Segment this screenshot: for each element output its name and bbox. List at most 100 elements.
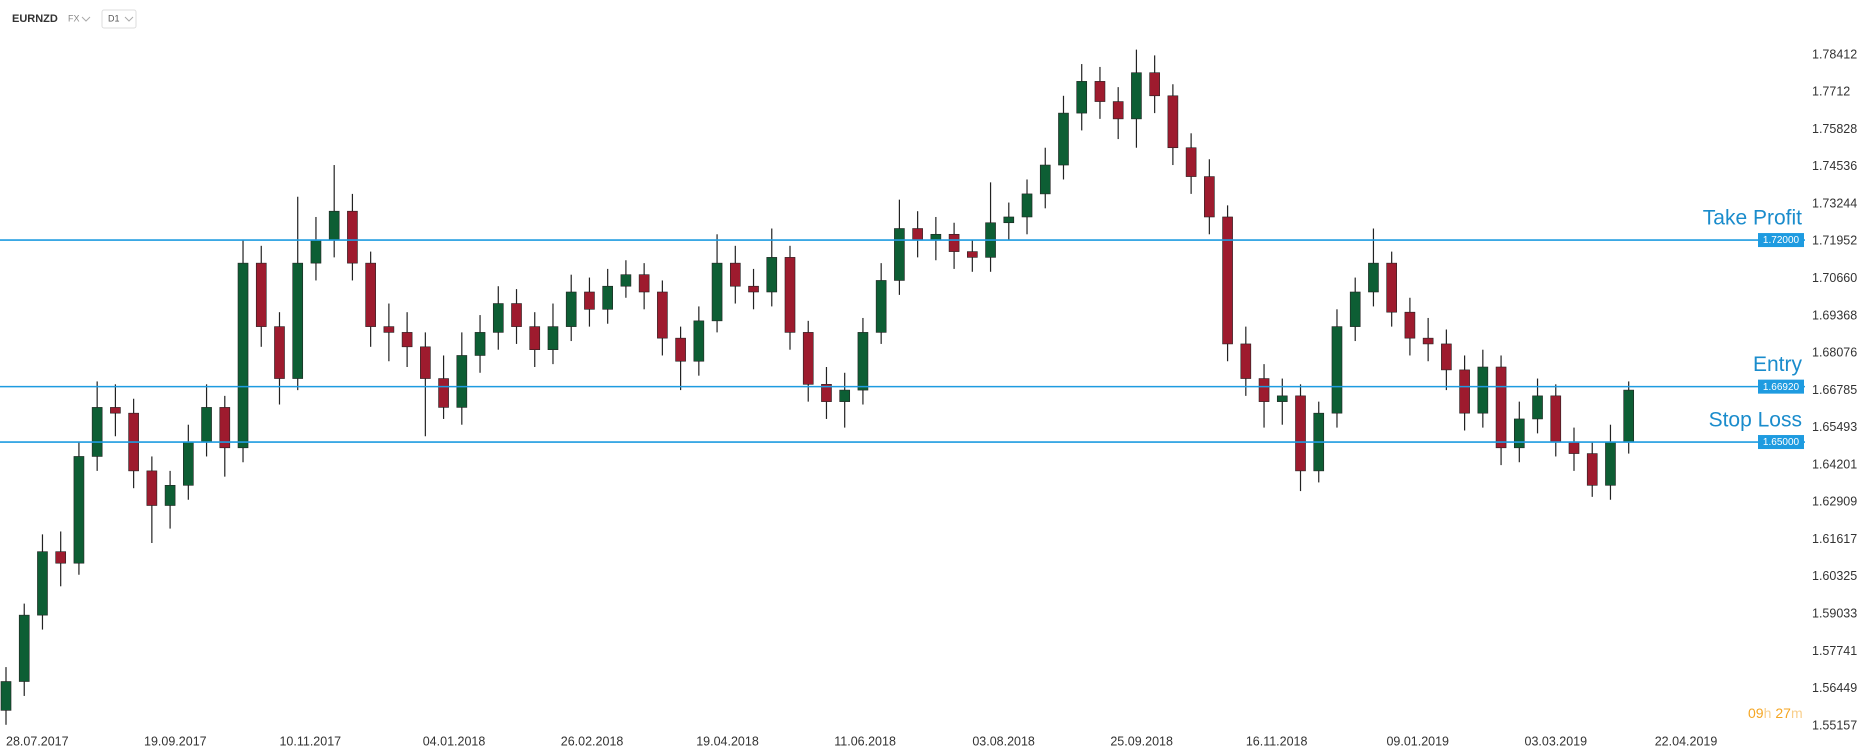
y-tick-label: 1.62909 — [1812, 495, 1857, 509]
y-tick-label: 1.75828 — [1812, 122, 1857, 136]
level-name: Take Profit — [1703, 207, 1802, 230]
candle-body — [1131, 72, 1142, 120]
x-tick-label: 28.07.2017 — [6, 734, 69, 748]
y-tick-label: 1.68076 — [1812, 346, 1857, 360]
candle-body — [1295, 395, 1306, 472]
candle-body — [1586, 453, 1598, 486]
candle-body — [420, 346, 431, 379]
countdown-hours: 09 — [1748, 705, 1764, 721]
y-tick-label: 1.74536 — [1812, 159, 1857, 173]
candle-body — [802, 332, 814, 385]
countdown-unit: m — [1791, 705, 1803, 721]
candle-body — [1185, 147, 1197, 177]
candle-body — [1386, 262, 1397, 313]
y-tick-label: 1.71952 — [1812, 234, 1857, 248]
candle-body — [1094, 81, 1106, 102]
level-tag — [1758, 379, 1804, 394]
x-tick-label: 03.03.2019 — [1525, 734, 1588, 748]
x-tick-label: 22.04.2019 — [1655, 734, 1718, 748]
candle-body — [967, 251, 978, 258]
candle-body — [875, 280, 887, 333]
candle-body — [183, 441, 194, 486]
candle-body — [237, 262, 249, 449]
candle-body — [693, 320, 705, 362]
candle-body — [73, 456, 85, 564]
candle-body — [1167, 95, 1179, 149]
candle-body — [602, 285, 613, 310]
candle-body — [1422, 337, 1434, 345]
candle-body — [328, 210, 340, 241]
candle-body — [784, 257, 796, 333]
x-tick-label: 19.09.2017 — [144, 734, 207, 748]
market[interactable]: FX — [68, 13, 80, 23]
candle-body — [365, 262, 376, 327]
y-tick-label: 1.56449 — [1812, 681, 1857, 695]
candle-body — [310, 239, 322, 264]
candle-body — [1623, 389, 1635, 443]
y-tick-label: 1.7712 — [1812, 85, 1850, 99]
x-tick-label: 11.06.2018 — [834, 734, 896, 748]
candle-body — [1331, 326, 1343, 414]
candle-body — [474, 332, 486, 356]
candle-body — [748, 285, 759, 293]
candle-body — [1258, 378, 1270, 402]
x-tick-label: 25.09.2018 — [1110, 734, 1173, 748]
candle-body — [729, 262, 741, 287]
timeframe-box[interactable] — [101, 9, 137, 29]
candle-body — [110, 407, 121, 414]
candle-body — [1532, 395, 1543, 420]
candle-body — [401, 332, 413, 348]
candle-body — [547, 326, 559, 350]
candle-body — [930, 233, 942, 241]
candle-body — [1404, 311, 1416, 339]
candle-body — [1568, 441, 1580, 454]
x-tick-label: 10.11.2017 — [279, 734, 341, 748]
candle-body — [529, 326, 541, 350]
candle-body — [711, 262, 723, 322]
dropdown-arrow — [124, 16, 134, 22]
candle-body — [1276, 395, 1288, 402]
candle-body — [1204, 176, 1215, 218]
candle-body — [0, 681, 12, 711]
candle-body — [255, 262, 267, 327]
candle-body — [948, 233, 960, 252]
y-tick-label: 1.73244 — [1812, 196, 1857, 210]
y-tick-label: 1.78412 — [1812, 47, 1857, 61]
candle-body — [219, 407, 231, 449]
candle-body — [1368, 262, 1379, 293]
candle-body — [912, 228, 923, 241]
candle-body — [1605, 441, 1616, 486]
level-value: 1.72000 — [1763, 235, 1800, 246]
candle-body — [1477, 366, 1489, 414]
candle-body — [1349, 291, 1361, 327]
level-name: Entry — [1753, 353, 1803, 376]
candle-body — [1021, 193, 1033, 218]
candle-body — [1076, 81, 1088, 114]
candle-body — [274, 326, 285, 379]
candle-body — [347, 210, 358, 264]
y-tick-label: 1.59033 — [1812, 606, 1857, 620]
candle-body — [620, 274, 632, 287]
level-value: 1.65000 — [1763, 437, 1800, 448]
candle-body — [456, 355, 468, 408]
timeframe: D1 — [108, 13, 120, 23]
candle-body — [766, 257, 778, 293]
level-value: 1.66920 — [1763, 382, 1800, 393]
candle-body — [1441, 343, 1452, 371]
countdown: 09h 27m — [1748, 705, 1803, 721]
y-tick-label: 1.55157 — [1812, 718, 1857, 732]
x-tick-label: 04.01.2018 — [423, 734, 486, 748]
countdown-unit: h — [1764, 705, 1772, 721]
candle-body — [37, 551, 48, 616]
candle-body — [55, 551, 67, 564]
candle-body — [565, 291, 577, 327]
candle-body — [492, 303, 504, 333]
candle-body — [1495, 366, 1507, 449]
candle-body — [1149, 72, 1160, 97]
y-tick-label: 1.65493 — [1812, 420, 1857, 434]
y-tick-label: 1.64201 — [1812, 457, 1857, 471]
candle-body — [1112, 101, 1124, 120]
candle-body — [1550, 395, 1562, 443]
candle-body — [894, 228, 905, 281]
